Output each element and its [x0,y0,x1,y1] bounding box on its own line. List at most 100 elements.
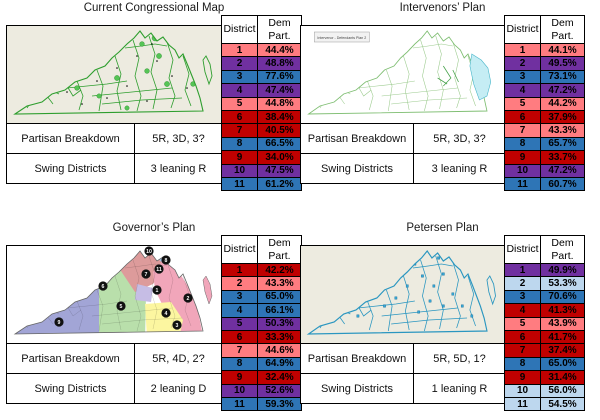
dem-part-cell: 66.5% [257,136,302,152]
partisan-breakdown-value: 5R, 3D, 3? [152,132,205,145]
map-info-box: 1 2 3 4 5 6 7 8 9 10 11 Partisan Breakdown 5R, 4D,… [6,245,223,404]
svg-text:3: 3 [176,323,179,329]
table-row: 8 65.7% [504,136,585,152]
district-number-cell: 3 [504,69,541,85]
swing-districts-value: 3 leaning R [431,162,488,175]
partisan-breakdown-row: Partisan Breakdown 5R, 3D, 3? [301,124,505,154]
table-row: 4 41.3% [504,303,585,318]
panel-petersen-plan: Petersen Plan Partisan Breakdown 5R, 5D,… [300,222,585,420]
district-header: District [221,15,258,44]
table-row: 10 52.6% [221,383,302,398]
dem-part-cell: 52.6% [257,383,302,398]
table-row: 6 37.9% [504,109,585,125]
district-number-cell: 7 [221,343,258,358]
dem-part-cell: 61.2% [257,176,302,192]
dem-part-cell: 43.9% [540,316,585,331]
district-number-cell: 11 [504,396,541,412]
panel-intervenors-plan: Intervenors’ Plan Intervenor - Defendant… [300,2,585,202]
table-row: 1 44.4% [221,42,302,58]
svg-text:1: 1 [156,288,159,294]
virginia-map-svg: 1 2 3 4 5 6 7 8 9 10 11 [7,246,222,343]
table-header-row: District Dem Part. [504,15,585,44]
dem-part-cell: 44.8% [257,96,302,111]
dem-part-cell: 38.4% [257,109,302,125]
swing-districts-label: Swing Districts [301,154,414,183]
district-number-cell: 10 [221,383,258,398]
virginia-map-svg [301,246,505,343]
dem-part-cell: 49.5% [540,56,585,71]
dem-part-cell: 64.9% [257,356,302,372]
dem-partisanship-table: District Dem Part. 1 49.9% 2 53.3% 3 70.6% 4 41… [504,235,585,412]
district-number-cell: 8 [221,136,258,152]
table-row: 7 43.3% [504,123,585,138]
district-number-cell: 8 [504,356,541,372]
district-number-cell: 8 [221,356,258,372]
svg-text:9: 9 [58,320,61,326]
district-number-cell: 10 [504,383,541,398]
dem-part-cell: 41.7% [540,329,585,345]
dem-part-cell: 37.9% [540,109,585,125]
virginia-map [301,246,505,344]
swing-districts-row: Swing Districts 1 leaning R [301,374,505,403]
dem-part-cell: 32.4% [257,370,302,385]
table-row: 2 49.5% [504,56,585,71]
table-row: 7 37.4% [504,343,585,358]
table-row: 3 77.6% [221,69,302,85]
table-row: 5 43.9% [504,316,585,331]
district-number-cell: 3 [221,289,258,305]
dem-part-header: Dem Part. [257,235,302,264]
partisan-breakdown-row: Partisan Breakdown 5R, 4D, 2? [7,344,222,374]
svg-text:11: 11 [156,267,162,273]
table-row: 3 70.6% [504,289,585,305]
table-row: 6 41.7% [504,329,585,345]
table-row: 1 49.9% [504,262,585,278]
dem-part-cell: 77.6% [257,69,302,85]
table-row: 1 42.2% [221,262,302,278]
table-row: 2 43.3% [221,276,302,291]
table-row: 1 44.1% [504,42,585,58]
svg-text:10: 10 [146,249,152,255]
district-number-cell: 4 [504,303,541,318]
dem-part-cell: 34.0% [257,150,302,165]
panel-title: Intervenors’ Plan [399,2,486,14]
partisan-breakdown-label: Partisan Breakdown [7,124,135,153]
district-number-cell: 9 [221,150,258,165]
district-number-cell: 11 [221,176,258,192]
district-number-cell: 4 [504,83,541,98]
dem-part-cell: 56.0% [540,383,585,398]
district-number-cell: 9 [504,150,541,165]
dem-part-header: Dem Part. [540,15,585,44]
table-row: 10 47.5% [221,163,302,178]
district-number-cell: 9 [221,370,258,385]
table-row: 9 32.4% [221,370,302,385]
dem-part-cell: 47.2% [540,163,585,178]
table-row: 8 66.5% [221,136,302,152]
dem-part-cell: 42.2% [257,262,302,278]
district-number-cell: 6 [504,109,541,125]
dem-part-cell: 33.7% [540,150,585,165]
dem-part-cell: 44.6% [257,343,302,358]
dem-part-cell: 47.4% [257,83,302,98]
table-row: 2 53.3% [504,276,585,291]
table-row: 8 64.9% [221,356,302,372]
dem-partisanship-table: District Dem Part. 1 42.2% 2 43.3% 3 65.0% 4 66… [221,235,302,412]
district-number-cell: 2 [221,276,258,291]
district-header: District [221,235,258,264]
panel-title: Governor’s Plan [112,222,196,234]
dem-part-cell: 44.4% [257,42,302,58]
panel-title: Petersen Plan [406,222,479,234]
swing-districts-row: Swing Districts 3 leaning R [7,154,222,183]
district-header: District [504,235,541,264]
table-row: 11 54.5% [504,396,585,412]
district-number-cell: 6 [504,329,541,345]
district-number-cell: 6 [221,329,258,345]
dem-partisanship-table: District Dem Part. 1 44.1% 2 49.5% 3 73.1% 4 47… [504,15,585,192]
dem-part-cell: 49.9% [540,262,585,278]
virginia-map: 1 2 3 4 5 6 7 8 9 10 11 [7,246,222,344]
svg-text:4: 4 [165,311,168,317]
dem-part-cell: 44.2% [540,96,585,111]
partisan-breakdown-label: Partisan Breakdown [7,344,135,373]
table-row: 9 34.0% [221,150,302,165]
table-row: 11 59.3% [221,396,302,412]
table-row: 5 44.2% [504,96,585,111]
